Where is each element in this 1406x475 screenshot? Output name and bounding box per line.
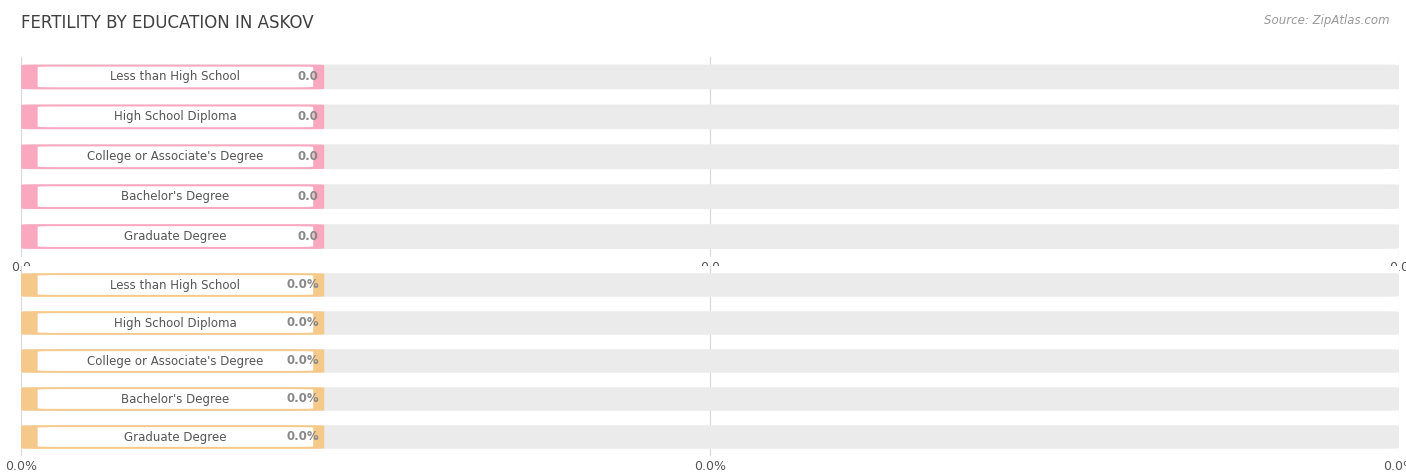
FancyBboxPatch shape — [21, 65, 1399, 89]
FancyBboxPatch shape — [38, 389, 314, 409]
Text: Bachelor's Degree: Bachelor's Degree — [121, 392, 229, 406]
Text: 0.0%: 0.0% — [285, 278, 319, 292]
FancyBboxPatch shape — [21, 273, 325, 297]
FancyBboxPatch shape — [38, 106, 314, 127]
FancyBboxPatch shape — [21, 104, 1399, 129]
FancyBboxPatch shape — [38, 313, 314, 333]
Text: High School Diploma: High School Diploma — [114, 316, 236, 330]
FancyBboxPatch shape — [38, 226, 314, 247]
FancyBboxPatch shape — [21, 104, 325, 129]
FancyBboxPatch shape — [21, 65, 325, 89]
FancyBboxPatch shape — [21, 349, 325, 373]
Text: 0.0: 0.0 — [298, 70, 319, 84]
Text: FERTILITY BY EDUCATION IN ASKOV: FERTILITY BY EDUCATION IN ASKOV — [21, 14, 314, 32]
Text: College or Associate's Degree: College or Associate's Degree — [87, 354, 263, 368]
FancyBboxPatch shape — [21, 349, 1399, 373]
Text: College or Associate's Degree: College or Associate's Degree — [87, 150, 263, 163]
FancyBboxPatch shape — [38, 427, 314, 447]
FancyBboxPatch shape — [21, 184, 1399, 209]
FancyBboxPatch shape — [21, 387, 325, 411]
Text: Less than High School: Less than High School — [111, 70, 240, 84]
Text: 0.0%: 0.0% — [285, 392, 319, 406]
FancyBboxPatch shape — [21, 311, 325, 335]
Text: 0.0%: 0.0% — [285, 430, 319, 444]
FancyBboxPatch shape — [21, 184, 325, 209]
Text: High School Diploma: High School Diploma — [114, 110, 236, 124]
FancyBboxPatch shape — [21, 144, 325, 169]
FancyBboxPatch shape — [38, 351, 314, 371]
FancyBboxPatch shape — [38, 66, 314, 87]
Text: Graduate Degree: Graduate Degree — [124, 230, 226, 243]
FancyBboxPatch shape — [21, 387, 1399, 411]
Text: 0.0%: 0.0% — [285, 316, 319, 330]
FancyBboxPatch shape — [21, 273, 1399, 297]
FancyBboxPatch shape — [21, 224, 1399, 249]
Text: 0.0%: 0.0% — [285, 354, 319, 368]
Text: Less than High School: Less than High School — [111, 278, 240, 292]
Text: 0.0: 0.0 — [298, 150, 319, 163]
Text: Source: ZipAtlas.com: Source: ZipAtlas.com — [1264, 14, 1389, 27]
FancyBboxPatch shape — [38, 146, 314, 167]
Text: 0.0: 0.0 — [298, 110, 319, 124]
FancyBboxPatch shape — [38, 186, 314, 207]
FancyBboxPatch shape — [21, 224, 325, 249]
Text: 0.0: 0.0 — [298, 230, 319, 243]
Text: Graduate Degree: Graduate Degree — [124, 430, 226, 444]
FancyBboxPatch shape — [21, 425, 1399, 449]
FancyBboxPatch shape — [21, 311, 1399, 335]
FancyBboxPatch shape — [21, 425, 325, 449]
FancyBboxPatch shape — [38, 275, 314, 295]
Text: 0.0: 0.0 — [298, 190, 319, 203]
FancyBboxPatch shape — [21, 144, 1399, 169]
Text: Bachelor's Degree: Bachelor's Degree — [121, 190, 229, 203]
